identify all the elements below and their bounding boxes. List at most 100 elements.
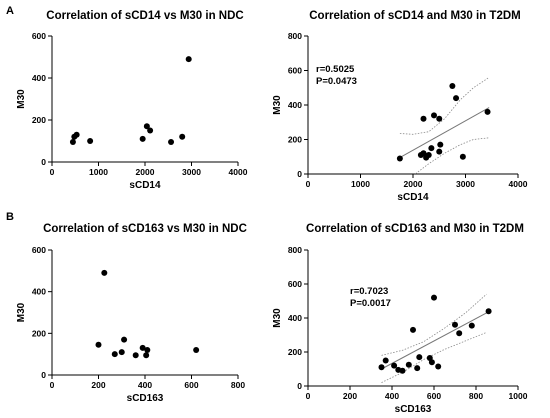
data-point: [139, 344, 146, 351]
x-tick-label: 200: [91, 380, 105, 390]
data-point: [378, 364, 385, 371]
data-point: [193, 347, 200, 353]
data-point: [95, 341, 102, 348]
x-tick-label: 2000: [136, 167, 155, 177]
y-axis-label: M30: [272, 308, 283, 328]
data-point: [121, 336, 128, 343]
regression-line: [399, 107, 490, 159]
x-tick-label: 400: [138, 380, 152, 390]
correlation-r-text: r=0.7023: [350, 286, 388, 297]
chart-panel-1: Correlation of sCD14 vs M30 in NDC 0 1000 2…: [16, 10, 248, 191]
chart-title: Correlation of sCD163 vs M30 in NDC: [43, 223, 247, 235]
data-point: [436, 115, 443, 122]
x-tick-label: 600: [427, 391, 441, 401]
p-value-text: P=0.0017: [350, 298, 391, 309]
data-point: [101, 269, 108, 276]
y-tick-label: 200: [32, 115, 46, 125]
y-tick-label: 400: [288, 100, 302, 110]
data-point: [468, 322, 475, 329]
data-point: [416, 354, 423, 361]
data-point: [147, 127, 154, 134]
data-point: [87, 138, 94, 144]
chart-panel-3: Correlation of sCD163 vs M30 in NDC 0 200 4…: [16, 223, 247, 404]
x-tick-label: 1000: [509, 391, 528, 401]
data-point: [452, 321, 458, 328]
y-tick-label: 0: [41, 370, 46, 380]
y-tick-label: 400: [32, 287, 46, 297]
ci-upper-band: [381, 293, 487, 356]
data-point: [396, 155, 403, 162]
y-tick-label: 400: [32, 73, 46, 83]
data-point: [428, 359, 435, 366]
data-point: [420, 115, 427, 122]
data-point: [420, 150, 427, 157]
x-tick-label: 0: [306, 391, 311, 401]
x-tick-label: 600: [184, 380, 198, 390]
y-tick-label: 0: [41, 157, 46, 167]
data-point: [414, 365, 421, 372]
x-tick-label: 1000: [89, 167, 108, 177]
x-axis-label: sCD14: [397, 192, 429, 203]
data-point: [449, 83, 456, 90]
data-point: [399, 367, 406, 374]
ci-upper-band: [399, 77, 490, 135]
data-point: [168, 139, 175, 146]
data-point: [405, 361, 412, 368]
y-axis-label: M30: [272, 95, 283, 115]
ci-lower-band: [381, 332, 487, 383]
data-point: [456, 330, 463, 337]
x-tick-label: 0: [50, 380, 55, 390]
p-value-text: P=0.0473: [316, 76, 357, 87]
y-tick-label: 800: [288, 31, 302, 41]
y-axis-label: M30: [16, 89, 27, 109]
data-point: [143, 123, 150, 130]
data-point: [118, 349, 125, 356]
x-tick-label: 3000: [456, 179, 475, 189]
x-axis-label: sCD163: [395, 404, 432, 413]
y-tick-label: 200: [288, 347, 302, 357]
data-point: [437, 141, 444, 148]
x-tick-label: 1000: [351, 179, 370, 189]
chart-title: Correlation of sCD14 and M30 in T2DM: [309, 10, 521, 22]
data-point: [436, 148, 443, 155]
correlation-r-text: r=0.5025: [316, 64, 355, 75]
data-point: [428, 145, 435, 152]
data-point: [132, 352, 139, 359]
y-tick-label: 200: [32, 328, 46, 338]
y-tick-label: 600: [32, 245, 46, 255]
y-tick-label: 600: [288, 279, 302, 289]
x-tick-label: 800: [469, 391, 483, 401]
x-axis-label: sCD163: [127, 393, 164, 404]
data-point: [144, 347, 151, 353]
data-point: [382, 357, 389, 364]
x-tick-label: 0: [50, 167, 55, 177]
x-tick-label: 3000: [182, 167, 201, 177]
x-tick-label: 0: [306, 179, 311, 189]
data-point: [143, 352, 150, 359]
chart-panel-4: Correlation of sCD163 and M30 in T2DM 0 20…: [272, 223, 528, 415]
data-point: [485, 308, 492, 315]
panel-label-a: A: [6, 5, 14, 17]
data-point: [431, 294, 437, 301]
data-point: [111, 351, 118, 358]
data-point: [69, 139, 76, 146]
data-point: [73, 131, 80, 138]
data-point: [435, 363, 442, 370]
data-point: [431, 112, 437, 119]
x-tick-label: 800: [231, 380, 245, 390]
data-point: [185, 56, 192, 63]
y-axis-label: M30: [16, 302, 27, 322]
data-point: [425, 152, 432, 159]
y-tick-label: 400: [288, 313, 302, 323]
data-point: [484, 108, 491, 115]
data-point: [453, 95, 460, 102]
x-tick-label: 200: [343, 391, 357, 401]
data-point: [391, 362, 398, 369]
data-point: [139, 135, 146, 142]
x-tick-label: 400: [385, 391, 399, 401]
chart-panel-2: Correlation of sCD14 and M30 in T2DM 0 100…: [272, 10, 528, 203]
panel-label-b: B: [6, 211, 14, 223]
y-tick-label: 600: [32, 31, 46, 41]
